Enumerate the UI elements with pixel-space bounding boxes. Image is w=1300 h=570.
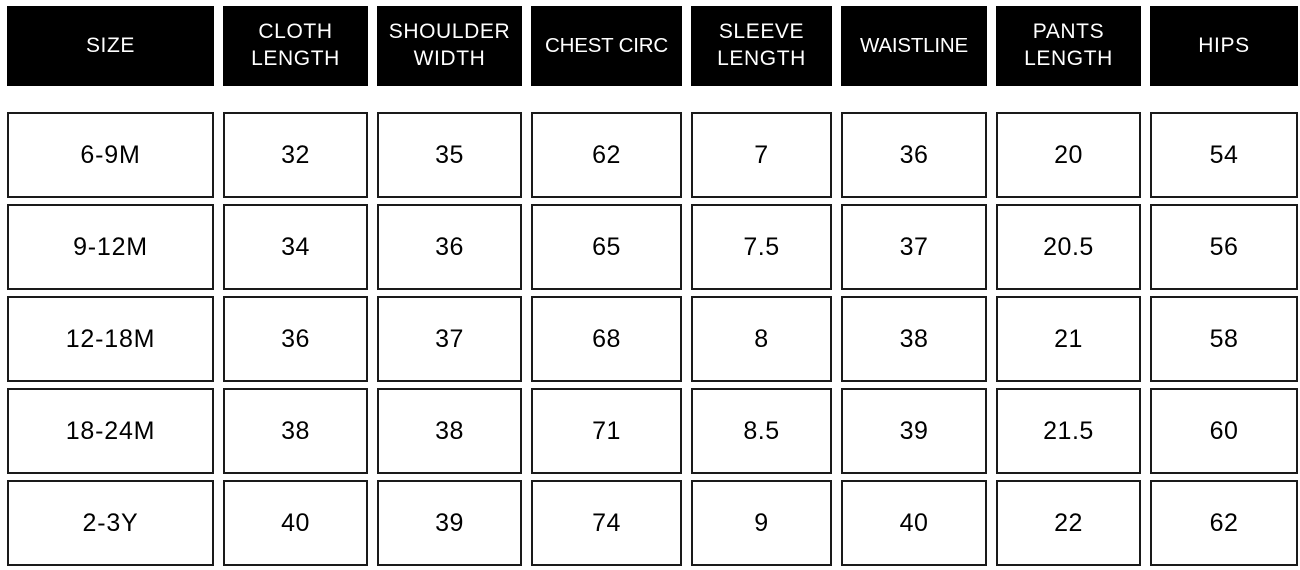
cell-cloth-length: 34: [223, 204, 368, 290]
column-header-waistline: WAISTLINE: [841, 6, 987, 86]
table-row: 9-12M 34 36 65 7.5 37 20.5 56: [7, 204, 1298, 290]
column-gap: [522, 480, 531, 566]
cell-shoulder-width: 39: [377, 480, 522, 566]
cell-waistline: 38: [841, 296, 987, 382]
cell-shoulder-width: 35: [377, 112, 522, 198]
column-gap: [987, 204, 996, 290]
table-row: 6-9M 32 35 62 7 36 20 54: [7, 112, 1298, 198]
cell-size: 9-12M: [7, 204, 214, 290]
cell-hips: 62: [1150, 480, 1298, 566]
cell-chest-circ: 71: [531, 388, 682, 474]
column-header-cloth-length: CLOTH LENGTH: [223, 6, 368, 86]
cell-cloth-length: 40: [223, 480, 368, 566]
cell-size: 2-3Y: [7, 480, 214, 566]
cell-size: 12-18M: [7, 296, 214, 382]
column-gap: [987, 112, 996, 198]
cell-size: 6-9M: [7, 112, 214, 198]
cell-waistline: 40: [841, 480, 987, 566]
column-gap: [682, 112, 691, 198]
column-gap: [682, 480, 691, 566]
cell-sleeve-length: 7.5: [691, 204, 832, 290]
cell-chest-circ: 68: [531, 296, 682, 382]
column-gap: [368, 204, 377, 290]
cell-waistline: 36: [841, 112, 987, 198]
column-gap: [214, 296, 223, 382]
column-gap: [832, 112, 841, 198]
column-header-shoulder-width: SHOULDER WIDTH: [377, 6, 522, 86]
column-gap: [832, 296, 841, 382]
column-gap: [368, 6, 377, 86]
cell-pants-length: 20.5: [996, 204, 1141, 290]
cell-waistline: 39: [841, 388, 987, 474]
column-gap: [214, 480, 223, 566]
column-gap: [522, 204, 531, 290]
column-gap: [987, 6, 996, 86]
column-gap: [522, 6, 531, 86]
cell-shoulder-width: 36: [377, 204, 522, 290]
cell-chest-circ: 65: [531, 204, 682, 290]
column-gap: [832, 388, 841, 474]
cell-pants-length: 21.5: [996, 388, 1141, 474]
column-header-chest-circ: CHEST CIRC: [531, 6, 682, 86]
column-gap: [368, 296, 377, 382]
column-header-hips: HIPS: [1150, 6, 1298, 86]
cell-sleeve-length: 7: [691, 112, 832, 198]
column-gap: [522, 388, 531, 474]
cell-size: 18-24M: [7, 388, 214, 474]
column-header-size: SIZE: [7, 6, 214, 86]
column-gap: [368, 480, 377, 566]
column-gap: [987, 388, 996, 474]
column-header-pants-length: PANTS LENGTH: [996, 6, 1141, 86]
column-gap: [1141, 388, 1150, 474]
column-gap: [522, 112, 531, 198]
cell-pants-length: 20: [996, 112, 1141, 198]
cell-hips: 60: [1150, 388, 1298, 474]
column-gap: [987, 296, 996, 382]
cell-sleeve-length: 8.5: [691, 388, 832, 474]
column-gap: [1141, 296, 1150, 382]
column-gap: [832, 480, 841, 566]
cell-cloth-length: 32: [223, 112, 368, 198]
column-gap: [1141, 204, 1150, 290]
table-header-row: SIZE CLOTH LENGTH SHOULDER WIDTH CHEST C…: [7, 6, 1298, 86]
column-gap: [214, 6, 223, 86]
column-gap: [682, 6, 691, 86]
cell-pants-length: 22: [996, 480, 1141, 566]
cell-cloth-length: 36: [223, 296, 368, 382]
cell-chest-circ: 62: [531, 112, 682, 198]
column-gap: [214, 388, 223, 474]
cell-sleeve-length: 8: [691, 296, 832, 382]
column-header-sleeve-length: SLEEVE LENGTH: [691, 6, 832, 86]
table-row: 18-24M 38 38 71 8.5 39 21.5 60: [7, 388, 1298, 474]
column-gap: [1141, 112, 1150, 198]
column-gap: [1141, 6, 1150, 86]
cell-shoulder-width: 37: [377, 296, 522, 382]
column-gap: [214, 204, 223, 290]
cell-waistline: 37: [841, 204, 987, 290]
cell-hips: 58: [1150, 296, 1298, 382]
column-gap: [832, 6, 841, 86]
cell-sleeve-length: 9: [691, 480, 832, 566]
cell-cloth-length: 38: [223, 388, 368, 474]
column-gap: [1141, 480, 1150, 566]
column-gap: [682, 388, 691, 474]
cell-hips: 54: [1150, 112, 1298, 198]
table-row: 12-18M 36 37 68 8 38 21 58: [7, 296, 1298, 382]
column-gap: [522, 296, 531, 382]
column-gap: [368, 112, 377, 198]
cell-pants-length: 21: [996, 296, 1141, 382]
column-gap: [214, 112, 223, 198]
table-row: 2-3Y 40 39 74 9 40 22 62: [7, 480, 1298, 566]
column-gap: [682, 204, 691, 290]
cell-hips: 56: [1150, 204, 1298, 290]
cell-chest-circ: 74: [531, 480, 682, 566]
column-gap: [682, 296, 691, 382]
column-gap: [832, 204, 841, 290]
column-gap: [987, 480, 996, 566]
cell-shoulder-width: 38: [377, 388, 522, 474]
column-gap: [368, 388, 377, 474]
